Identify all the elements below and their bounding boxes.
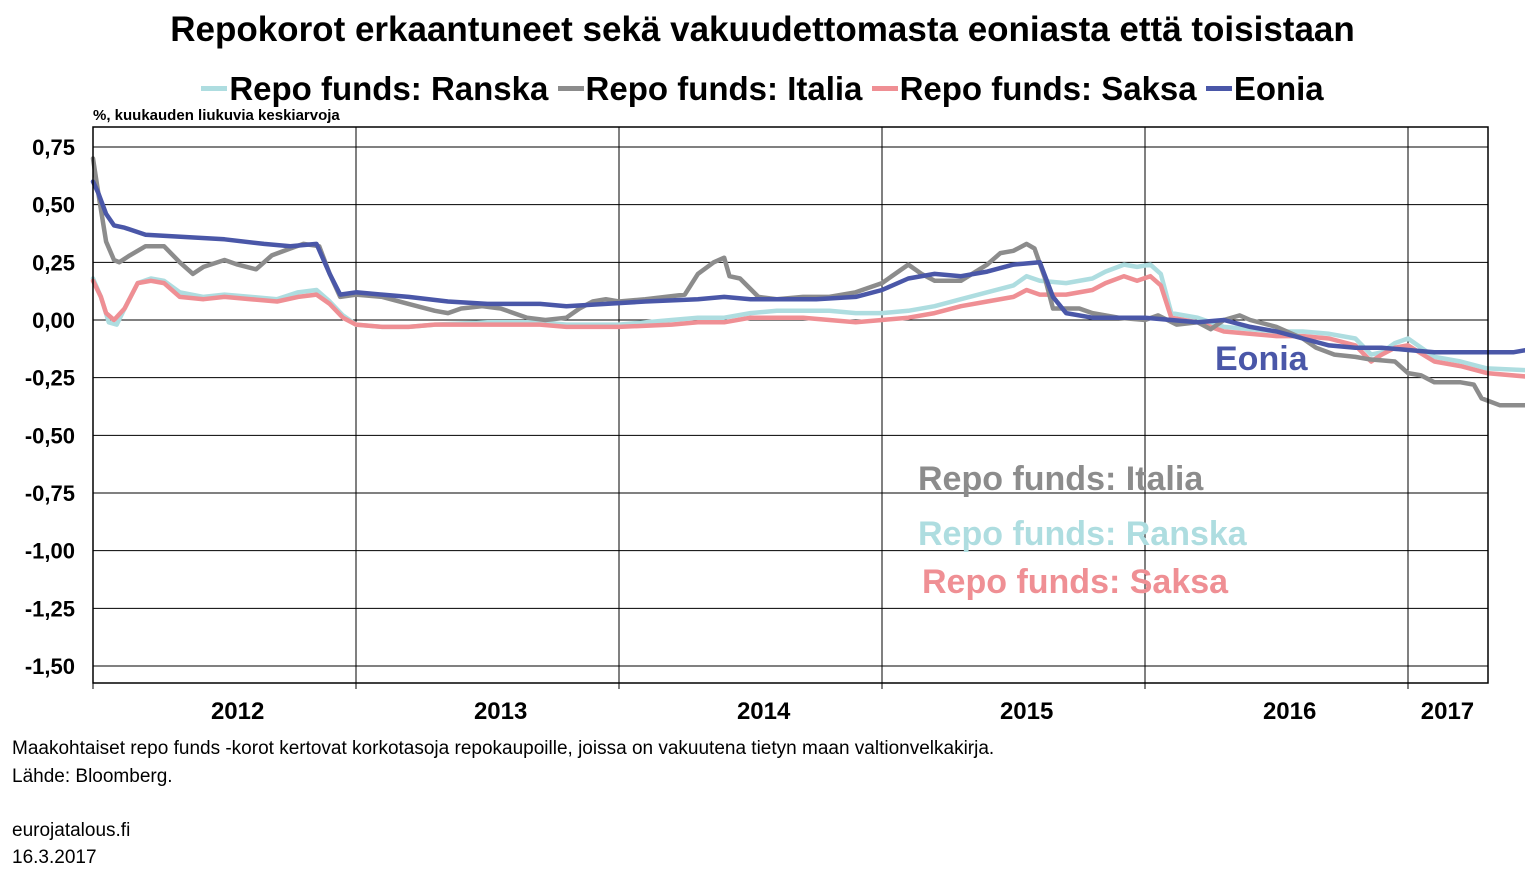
legend-label-saksa: Repo funds: Saksa [899, 70, 1197, 107]
series-line-eonia [90, 179, 1525, 355]
legend-swatch-saksa [871, 85, 898, 91]
inline-label: Repo funds: Ranska [918, 515, 1248, 553]
y-axis-ticks: 0,75 0,50 0,25 0,00 -0,25 -0,50 -0,75 -1,00 -1,2… [25, 135, 75, 679]
site-label: eurojatalous.fi [12, 820, 131, 841]
legend-swatch-ranska [201, 85, 228, 91]
x-tick-label: 2014 [737, 698, 791, 725]
legend-item-eonia: Eonia [1205, 70, 1324, 108]
inline-series-labels: Eonia Repo funds: Italia Repo funds: Ransk… [918, 340, 1309, 601]
legend-label-italia: Repo funds: Italia [585, 70, 863, 107]
legend-item-saksa: Repo funds: Saksa [871, 70, 1197, 108]
y-tick-label: -0,25 [25, 366, 75, 391]
inline-label: Eonia [1215, 340, 1309, 378]
grid [92, 127, 1488, 683]
series-line-repo-funds-saksa [90, 273, 1525, 379]
x-axis-ticks: 2012 2013 2014 2015 2016 2017 [92, 683, 1474, 725]
source-note: Lähde: Bloomberg. [12, 766, 173, 787]
x-tick-label: 2016 [1263, 698, 1316, 725]
x-tick-label: 2017 [1421, 698, 1474, 725]
legend-item-ranska: Repo funds: Ranska [201, 70, 548, 108]
x-tick-label: 2013 [474, 698, 527, 725]
y-tick-label: -1,50 [25, 654, 75, 679]
y-tick-label: 0,25 [32, 250, 75, 275]
y-tick-label: 0,75 [32, 135, 75, 160]
date-label: 16.3.2017 [12, 847, 97, 868]
y-unit-label: %, kuukauden liukuvia keskiarvoja [93, 107, 340, 124]
legend-item-italia: Repo funds: Italia [557, 70, 863, 108]
y-tick-label: -1,25 [25, 596, 75, 621]
y-tick-label: -1,00 [25, 539, 75, 564]
legend-swatch-eonia [1205, 85, 1232, 91]
chart-title: Repokorot erkaantuneet sekä vakuudettoma… [170, 10, 1355, 49]
series-lines [90, 156, 1525, 408]
inline-label: Repo funds: Saksa [922, 563, 1229, 601]
x-tick-label: 2015 [1000, 698, 1053, 725]
y-tick-label: -0,50 [25, 423, 75, 448]
y-tick-label: 0,50 [32, 193, 75, 218]
legend-label-ranska: Repo funds: Ranska [229, 70, 549, 107]
x-tick-label: 2012 [211, 698, 264, 725]
footnote: Maakohtaiset repo funds -korot kertovat … [12, 738, 995, 759]
y-tick-label: -0,75 [25, 481, 75, 506]
legend-swatch-italia [557, 85, 584, 91]
y-tick-label: 0,00 [32, 308, 75, 333]
legend-label-eonia: Eonia [1233, 70, 1324, 107]
inline-label: Repo funds: Italia [918, 460, 1204, 498]
legend: Repo funds: Ranska Repo funds: Italia Re… [0, 70, 1525, 108]
plot-frame [92, 126, 1489, 684]
